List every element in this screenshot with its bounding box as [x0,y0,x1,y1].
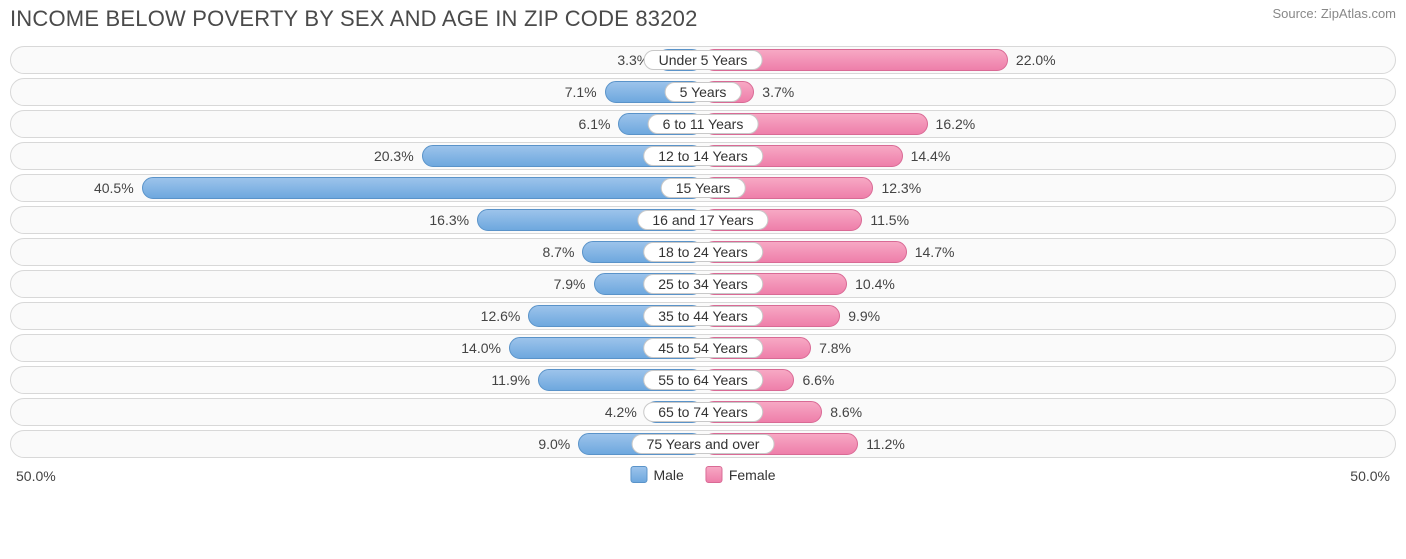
age-label: 45 to 54 Years [643,338,763,358]
chart-rows: 3.3%22.0%Under 5 Years7.1%3.7%5 Years6.1… [10,46,1396,458]
female-value: 10.4% [855,276,895,292]
male-value: 11.9% [491,372,530,388]
female-value: 14.4% [911,148,951,164]
age-label: 15 Years [661,178,746,198]
header: INCOME BELOW POVERTY BY SEX AND AGE IN Z… [10,6,1396,32]
male-value: 8.7% [543,244,575,260]
table-row: 3.3%22.0%Under 5 Years [10,46,1396,74]
table-row: 6.1% 16.2% 6 to 11 Years [10,110,1396,138]
table-row: 16.3% 11.5% 16 and 17 Years [10,206,1396,234]
table-row: 12.6% 9.9% 35 to 44 Years [10,302,1396,330]
male-value: 40.5% [94,180,134,196]
female-swatch-icon [706,466,723,483]
female-value: 12.3% [881,180,921,196]
male-value: 14.0% [461,340,501,356]
female-value: 7.8% [819,340,851,356]
legend-female: Female [706,466,776,483]
legend-male-label: Male [653,467,683,483]
female-value: 9.9% [848,308,880,324]
table-row: 11.9% 6.6% 55 to 64 Years [10,366,1396,394]
table-row: 20.3% 14.4% 12 to 14 Years [10,142,1396,170]
female-value: 11.5% [870,212,909,228]
table-row: 7.9% 10.4% 25 to 34 Years [10,270,1396,298]
female-value: 6.6% [802,372,834,388]
age-label: 35 to 44 Years [643,306,763,326]
female-value: 22.0% [1016,52,1056,68]
age-label: 75 Years and over [632,434,775,454]
age-label: 55 to 64 Years [643,370,763,390]
legend-female-label: Female [729,467,776,483]
source-attribution: Source: ZipAtlas.com [1272,6,1396,21]
table-row: 40.5% 12.3% 15 Years [10,174,1396,202]
age-label: 25 to 34 Years [643,274,763,294]
chart-title: INCOME BELOW POVERTY BY SEX AND AGE IN Z… [10,6,698,32]
female-value: 16.2% [936,116,976,132]
age-label: Under 5 Years [644,50,763,70]
male-value: 4.2% [605,404,637,420]
male-value: 12.6% [481,308,521,324]
table-row: 9.0% 11.2% 75 Years and over [10,430,1396,458]
axis-max-right: 50.0% [1350,468,1390,484]
male-value: 6.1% [579,116,611,132]
age-label: 18 to 24 Years [643,242,763,262]
age-label: 16 and 17 Years [637,210,768,230]
age-label: 65 to 74 Years [643,402,763,422]
male-value: 7.1% [565,84,597,100]
female-value: 11.2% [866,436,905,452]
female-value: 14.7% [915,244,955,260]
age-label: 5 Years [665,82,742,102]
pyramid-chart: INCOME BELOW POVERTY BY SEX AND AGE IN Z… [0,0,1406,559]
female-value: 3.7% [762,84,794,100]
axis-max-left: 50.0% [16,468,56,484]
table-row: 4.2% 8.6% 65 to 74 Years [10,398,1396,426]
table-row: 8.7% 14.7% 18 to 24 Years [10,238,1396,266]
legend: Male Female [630,466,775,483]
age-label: 6 to 11 Years [648,114,759,134]
male-value: 7.9% [554,276,586,292]
table-row: 7.1% 3.7% 5 Years [10,78,1396,106]
male-swatch-icon [630,466,647,483]
female-value: 8.6% [830,404,862,420]
age-label: 12 to 14 Years [643,146,763,166]
table-row: 14.0% 7.8% 45 to 54 Years [10,334,1396,362]
legend-male: Male [630,466,683,483]
male-bar [142,177,703,199]
male-value: 9.0% [538,436,570,452]
male-value: 20.3% [374,148,414,164]
chart-footer: 50.0% Male Female 50.0% [10,466,1396,490]
male-value: 16.3% [429,212,469,228]
